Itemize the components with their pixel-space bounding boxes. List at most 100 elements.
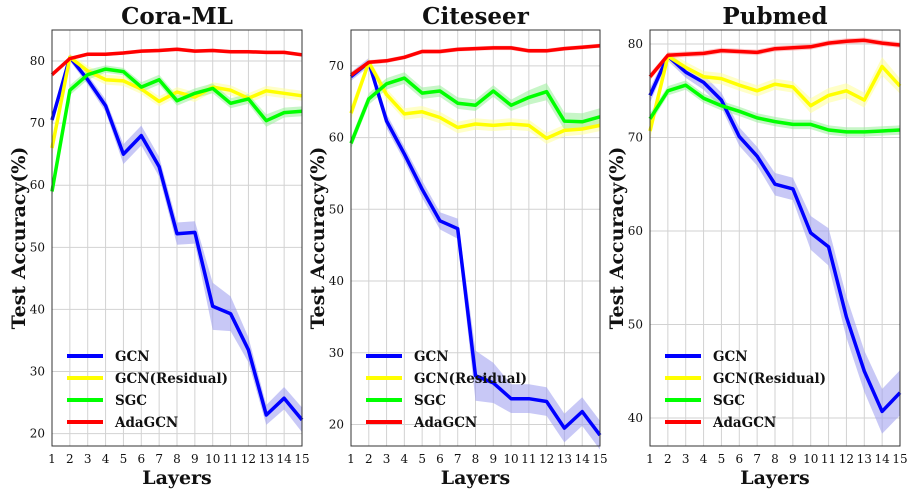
legend-label-adagcn: AdaGCN xyxy=(114,415,178,431)
series-line-gcn-residual xyxy=(349,60,601,141)
x-tick-label: 3 xyxy=(84,452,92,466)
y-tick-label: 30 xyxy=(329,346,344,360)
x-tick-label: 15 xyxy=(592,452,607,466)
chart-panel-pubmed: 1 2 3 4 5 6 7 8 9 10 11 12 13 14 154050607080PubmedLay… xyxy=(606,3,908,489)
legend-label-sgc: SGC xyxy=(414,393,446,409)
x-axis-label: Layers xyxy=(740,467,810,489)
plot-frame xyxy=(51,29,303,447)
legend: GCN GCN(Residual) SGC AdaGCN xyxy=(665,349,826,431)
x-tick-label: 11 xyxy=(223,452,238,466)
x-tick-label: 11 xyxy=(521,452,536,466)
x-tick-label: 9 xyxy=(489,452,497,466)
y-tick-label: 50 xyxy=(329,202,344,216)
legend-label-gcn-residual: GCN(Residual) xyxy=(115,371,228,387)
legend-label-gcn: GCN xyxy=(713,349,748,365)
chart-title: Cora-ML xyxy=(121,3,233,30)
legend-label-sgc: SGC xyxy=(115,393,147,409)
legend-label-adagcn: AdaGCN xyxy=(712,415,776,431)
x-tick-label: 8 xyxy=(472,452,480,466)
x-tick-label: 3 xyxy=(682,452,690,466)
x-tick-label: 12 xyxy=(241,452,256,466)
x-tick-label: 7 xyxy=(753,452,761,466)
y-tick-label: 70 xyxy=(30,116,45,130)
x-tick-label: 4 xyxy=(401,452,409,466)
series-line-gcn xyxy=(349,60,602,437)
y-tick-label: 80 xyxy=(628,37,643,51)
x-tick-label: 13 xyxy=(259,452,274,466)
x-tick-label: 14 xyxy=(277,452,293,466)
y-tick-label: 50 xyxy=(30,240,45,254)
series-line-sgc xyxy=(648,83,901,134)
x-tick-label: 10 xyxy=(205,452,220,466)
series-line-sgc xyxy=(50,67,303,192)
legend-label-gcn-residual: GCN(Residual) xyxy=(713,371,826,387)
series-band-gcn-residual xyxy=(650,51,900,141)
x-tick-label: 1 xyxy=(48,452,56,466)
legend-label-gcn-residual: GCN(Residual) xyxy=(414,371,527,387)
legend-label-adagcn: AdaGCN xyxy=(413,415,477,431)
series-line-gcn-residual xyxy=(648,54,902,132)
y-tick-label: 40 xyxy=(329,274,344,288)
chart-panel-cora-ml: 1 2 3 4 5 6 7 8 9 10 11 12 13 14 1520304050607080Cora-… xyxy=(8,3,310,489)
x-tick-label: 6 xyxy=(137,452,145,466)
y-axis-label: Test Accuracy(%) xyxy=(307,147,329,330)
x-tick-label: 6 xyxy=(735,452,743,466)
x-tick-label: 4 xyxy=(102,452,110,466)
x-tick-label: 12 xyxy=(839,452,854,466)
legend-label-gcn: GCN xyxy=(414,349,449,365)
y-tick-label: 30 xyxy=(30,364,45,378)
x-tick-label: 7 xyxy=(454,452,462,466)
x-tick-label: 5 xyxy=(718,452,726,466)
y-tick-label: 70 xyxy=(628,131,643,145)
x-tick-label: 15 xyxy=(294,452,309,466)
y-tick-label: 40 xyxy=(628,411,643,425)
x-tick-label: 13 xyxy=(857,452,872,466)
y-tick-label: 60 xyxy=(329,131,344,145)
y-axis-label: Test Accuracy(%) xyxy=(606,147,628,330)
x-axis-label: Layers xyxy=(142,467,212,489)
chart-title: Citeseer xyxy=(422,3,530,30)
series-line-gcn xyxy=(648,54,902,414)
chart-title: Pubmed xyxy=(722,3,827,30)
x-tick-label: 11 xyxy=(821,452,836,466)
chart-panel-citeseer: 1 2 3 4 5 6 7 8 9 10 11 12 13 14 15203040506070Citesee… xyxy=(307,3,608,489)
x-tick-label: 10 xyxy=(503,452,518,466)
x-axis-label: Layers xyxy=(441,467,511,489)
x-tick-label: 14 xyxy=(875,452,891,466)
y-tick-label: 20 xyxy=(329,417,344,431)
y-tick-label: 80 xyxy=(30,54,45,68)
y-tick-label: 60 xyxy=(628,224,643,238)
x-tick-label: 13 xyxy=(557,452,572,466)
x-tick-label: 15 xyxy=(892,452,907,466)
x-tick-label: 14 xyxy=(575,452,591,466)
y-axis-label: Test Accuracy(%) xyxy=(8,147,30,330)
series-line-adagcn xyxy=(648,38,901,78)
legend-label-gcn: GCN xyxy=(115,349,150,365)
x-tick-label: 5 xyxy=(418,452,426,466)
series-line-gcn xyxy=(50,55,304,422)
x-tick-label: 12 xyxy=(539,452,554,466)
plot-frame xyxy=(350,29,601,447)
y-tick-label: 60 xyxy=(30,178,45,192)
y-tick-label: 40 xyxy=(30,302,45,316)
y-tick-label: 70 xyxy=(329,59,344,73)
series-line-adagcn xyxy=(349,44,601,77)
x-tick-label: 5 xyxy=(120,452,128,466)
x-tick-label: 3 xyxy=(383,452,391,466)
series-band-sgc xyxy=(351,72,600,150)
series-line-sgc xyxy=(349,76,601,144)
x-tick-label: 4 xyxy=(700,452,708,466)
x-tick-label: 1 xyxy=(646,452,654,466)
series-band-gcn-residual xyxy=(351,58,600,144)
x-tick-label: 9 xyxy=(789,452,797,466)
x-tick-label: 2 xyxy=(66,452,74,466)
x-tick-label: 10 xyxy=(803,452,818,466)
x-tick-label: 6 xyxy=(436,452,444,466)
plot-frame xyxy=(649,29,901,447)
x-tick-label: 7 xyxy=(155,452,163,466)
legend-label-sgc: SGC xyxy=(713,393,745,409)
legend: GCN GCN(Residual) SGC AdaGCN xyxy=(366,349,527,431)
x-tick-label: 1 xyxy=(347,452,355,466)
x-tick-label: 9 xyxy=(191,452,199,466)
